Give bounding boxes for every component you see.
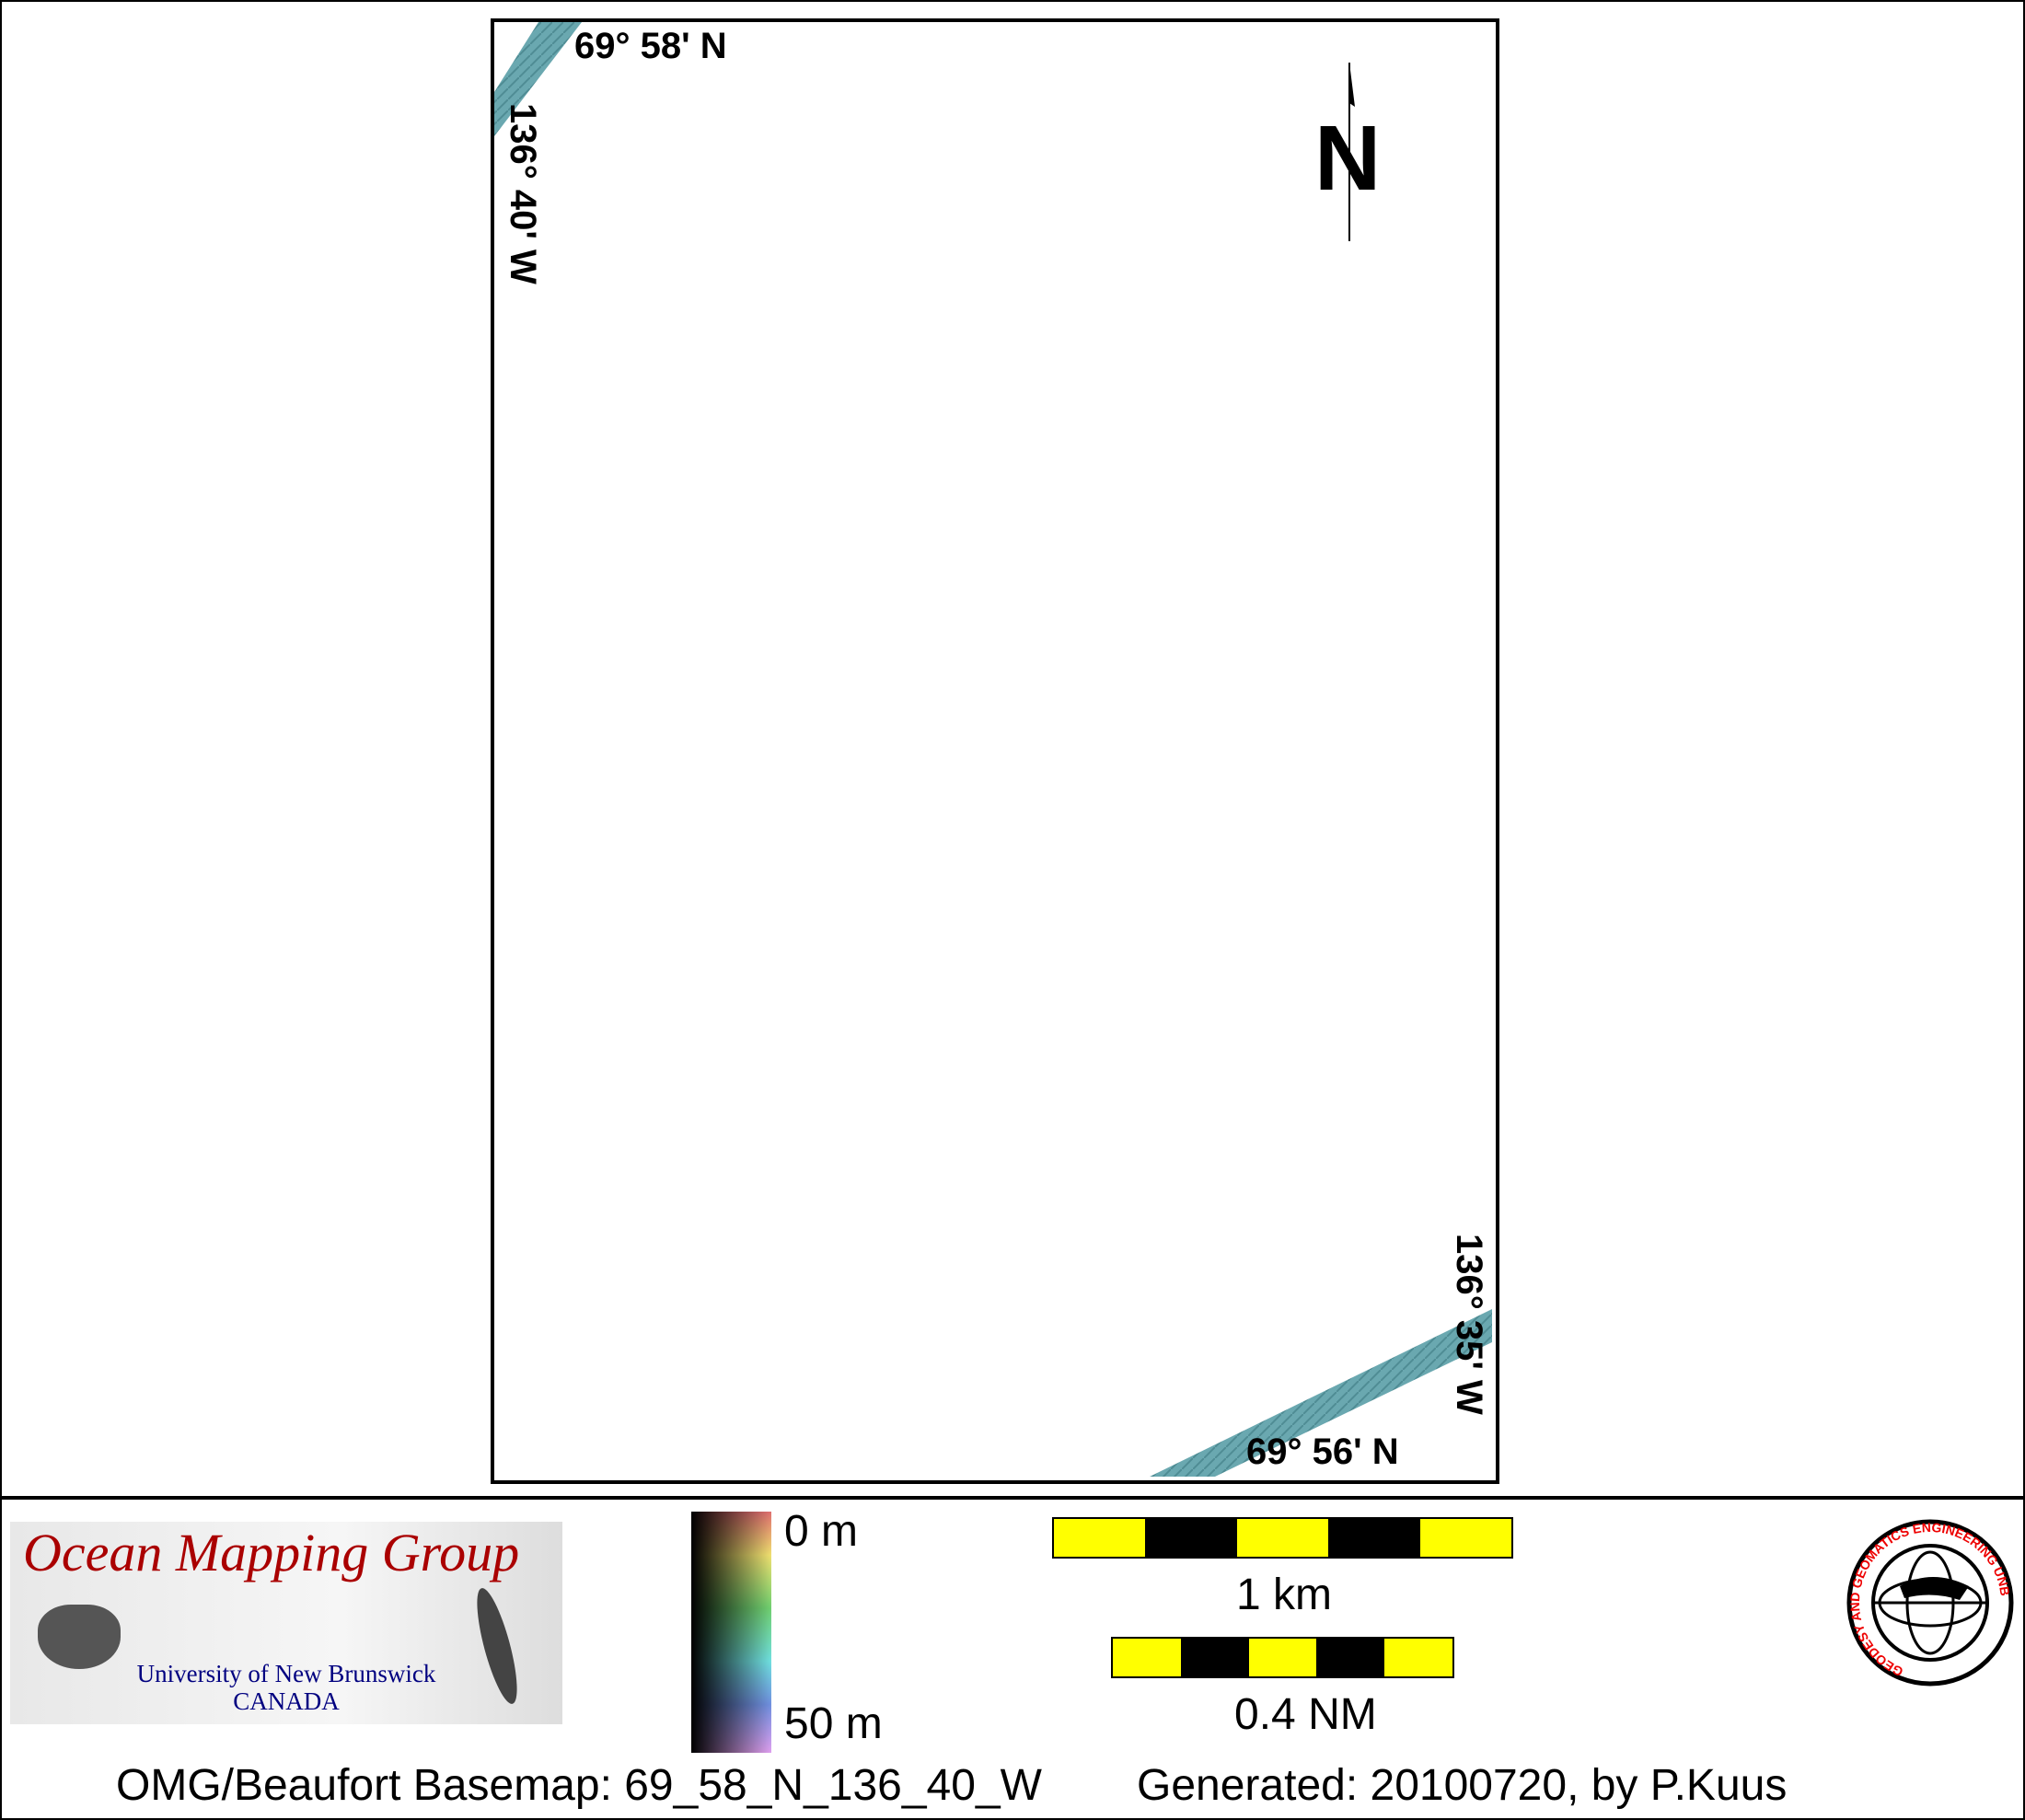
swath-top-left <box>494 22 582 136</box>
depth-colorbar <box>691 1512 771 1753</box>
footer-basemap: OMG/Beaufort Basemap: 69_58_N_136_40_W <box>116 1761 1042 1810</box>
logo-title: Ocean Mapping Group <box>23 1523 520 1582</box>
logo-subtitle: University of New Brunswick CANADA <box>10 1660 562 1715</box>
logo-country: CANADA <box>233 1687 340 1715</box>
legend-divider <box>0 1496 2025 1500</box>
top-latitude-label: 69° 58' N <box>574 26 727 66</box>
scale-bar-nm <box>1111 1637 1454 1678</box>
colorbar-top-label: 0 m <box>784 1507 859 1556</box>
bottom-latitude-label: 69° 56' N <box>1246 1432 1399 1472</box>
colorbar-bottom-label: 50 m <box>784 1699 883 1748</box>
logo-ship-image <box>38 1605 121 1669</box>
north-label: N <box>1314 107 1382 210</box>
omg-logo: Ocean Mapping Group University of New Br… <box>10 1522 562 1724</box>
unb-geodesy-seal: GEODESY AND GEOMATICS ENGINEERING UNB <box>1846 1519 2014 1687</box>
left-longitude-label: 136° 40' W <box>503 103 543 284</box>
north-arrow-icon <box>1348 63 1355 241</box>
map-frame <box>491 18 1499 1484</box>
right-longitude-label: 136° 35' W <box>1449 1234 1489 1415</box>
swath-bottom-right <box>1150 1309 1492 1477</box>
scale-km-label: 1 km <box>1236 1571 1333 1619</box>
footer-generated: Generated: 20100720, by P.Kuus <box>1137 1761 1788 1810</box>
scale-nm-label: 0.4 NM <box>1234 1690 1377 1739</box>
logo-university: University of New Brunswick <box>136 1660 436 1687</box>
scale-bar-km <box>1052 1517 1513 1559</box>
map-swaths <box>494 22 1492 1477</box>
